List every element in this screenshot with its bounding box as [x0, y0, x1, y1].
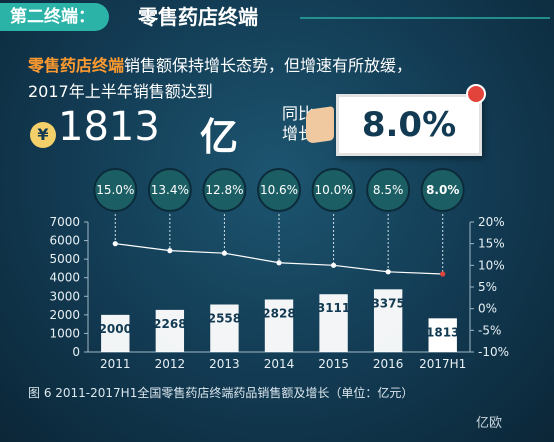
bar — [101, 314, 130, 352]
growth-bubble — [366, 168, 411, 212]
growth-point — [167, 248, 173, 254]
x-tick-label: 2012 — [155, 357, 186, 371]
growth-point — [276, 260, 282, 266]
big-stat-value: 1813 — [58, 104, 160, 150]
y2-tick-label: -5% — [478, 323, 501, 337]
y-tick-label: 6000 — [49, 234, 80, 248]
growth-point — [385, 269, 391, 275]
y-tick-label: 3000 — [49, 289, 80, 303]
growth-bubble — [257, 168, 301, 212]
y2-tick-label: -10% — [478, 345, 509, 359]
y-tick-label: 2000 — [49, 308, 80, 322]
growth-value-label: 8.0% — [426, 183, 459, 197]
growth-point — [440, 271, 446, 277]
growth-bubble — [147, 168, 192, 212]
section-tag: 第二终端： — [0, 3, 109, 31]
y2-tick-label: 15% — [478, 237, 505, 251]
y-tick-label: 5000 — [49, 252, 80, 266]
yoy-value: 8.0% — [361, 105, 457, 145]
y-tick-label: 4000 — [49, 271, 80, 285]
y-tick-label: 0 — [72, 345, 80, 359]
x-tick-label: 2017H1 — [419, 357, 466, 371]
section-title: 零售药店终端 — [138, 5, 258, 29]
headline-line-1: 零售药店终端销售额保持增长态势，但增速有所放缓， — [28, 52, 412, 76]
bar-value-label: 2000 — [99, 322, 132, 336]
header-rule — [300, 17, 550, 19]
bar-value-label: 3111 — [317, 301, 350, 315]
bar — [428, 318, 457, 352]
yen-icon: ¥ — [30, 122, 56, 148]
bar — [155, 309, 185, 352]
x-tick-label: 2011 — [100, 357, 131, 371]
headline-line-1-rest: 销售额保持增长态势，但增速有所放缓， — [124, 56, 413, 75]
y-tick-label: 1000 — [49, 326, 80, 340]
bar-value-label: 1813 — [426, 325, 459, 339]
bar — [319, 294, 348, 352]
growth-value-label: 12.8% — [205, 183, 243, 197]
growth-value-label: 13.4% — [151, 183, 189, 197]
x-tick-label: 2016 — [373, 357, 404, 371]
bar — [210, 304, 239, 352]
x-tick-label: 2014 — [264, 357, 295, 371]
growth-value-label: 15.0% — [96, 183, 134, 197]
header-bar: 第二终端： 零售药店终端 — [0, 0, 554, 36]
big-stat-unit: 亿 — [200, 115, 239, 159]
growth-bubble — [420, 168, 465, 212]
bar-value-label: 2268 — [153, 317, 186, 331]
growth-point — [112, 241, 118, 247]
growth-value-label: 8.5% — [373, 183, 404, 197]
y2-tick-label: 5% — [478, 280, 497, 294]
award-ribbon-icon — [466, 84, 486, 104]
growth-point — [330, 262, 337, 268]
headline-line-2: 2017年上半年销售额达到 — [28, 82, 213, 101]
growth-bubble — [311, 168, 356, 212]
headline-highlight: 零售药店终端 — [28, 56, 125, 75]
growth-bubble — [93, 168, 138, 212]
y2-tick-label: 10% — [478, 258, 505, 272]
bar-value-label: 2558 — [208, 311, 241, 325]
bar — [264, 299, 294, 352]
brand-watermark: 亿欧 — [476, 416, 503, 431]
y2-tick-label: 20% — [478, 215, 505, 229]
y2-tick-label: 0% — [478, 302, 497, 316]
bar — [373, 289, 403, 352]
bar-value-label: 2828 — [262, 306, 295, 320]
x-tick-label: 2015 — [318, 357, 349, 371]
growth-point — [221, 250, 228, 256]
y-tick-label: 7000 — [49, 215, 80, 229]
figure-caption: 图 6 2011-2017H1全国零售药店终端药品销售额及增长（单位：亿元） — [28, 386, 414, 400]
growth-value-label: 10.0% — [315, 183, 353, 197]
growth-bubble — [202, 168, 247, 212]
x-tick-label: 2013 — [209, 357, 240, 371]
bar-value-label: 3375 — [371, 296, 404, 310]
yoy-card: 8.0% — [336, 94, 482, 156]
growth-value-label: 10.6% — [260, 183, 298, 197]
